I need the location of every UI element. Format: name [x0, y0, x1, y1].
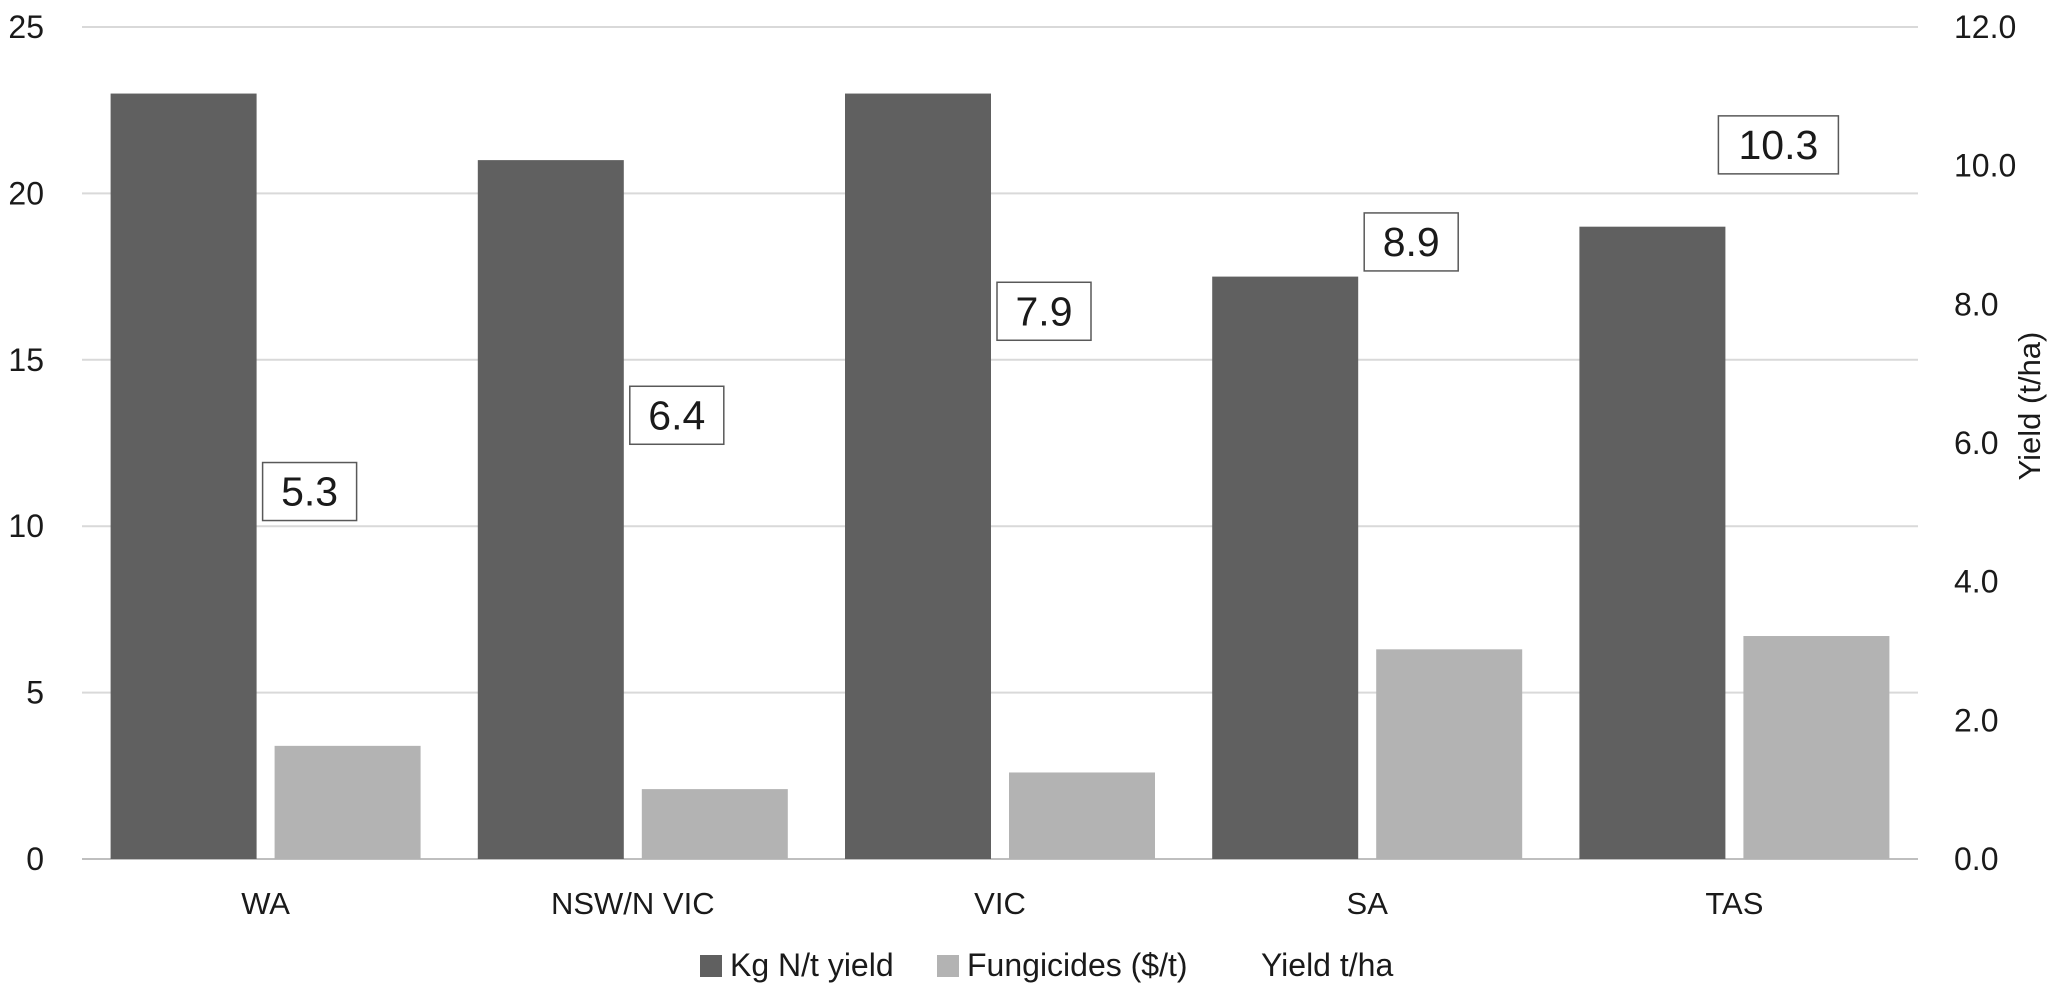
bar-kg-n-t-yield: [845, 93, 991, 859]
bar-kg-n-t-yield: [477, 160, 624, 859]
right-axis-tick-label: 2.0: [1954, 702, 1998, 738]
x-axis-category-label: NSW/N VIC: [551, 886, 715, 921]
legend-label: Fungicides ($/t): [967, 947, 1188, 983]
right-y-axis: 0.0 2.0 4.0 6.0 8.0 10.0 12.0: [1954, 9, 2016, 877]
x-axis-category-label: VIC: [974, 886, 1026, 921]
yield-label-box: [629, 385, 725, 446]
right-axis-title: Yield (t/ha): [2012, 332, 2047, 481]
left-axis-tick-label: 5: [26, 675, 44, 711]
legend-item: Fungicides ($/t): [937, 947, 1188, 983]
left-axis-tick-label: 15: [8, 342, 44, 378]
bar-kg-n-t-yield: [110, 93, 257, 859]
yield-data-labels: 5.3 6.4 7.9 8.9 10.3: [261, 115, 1840, 522]
yield-value-label: 10.3: [1717, 115, 1840, 175]
bar-fungicides-t: [1376, 649, 1523, 859]
legend-label: Kg N/t yield: [730, 947, 894, 983]
bar-kg-n-t-yield: [1579, 226, 1726, 859]
yield-label-box: [996, 281, 1092, 342]
right-axis-tick-label: 0.0: [1954, 841, 1998, 877]
right-axis-tick-label: 6.0: [1954, 425, 1998, 461]
bar-fungicides-t: [1743, 636, 1890, 859]
left-y-axis: 0 5 10 15 20 25: [8, 9, 44, 877]
right-axis-tick-label: 8.0: [1954, 286, 1998, 322]
yield-label-text: 10.3: [1738, 122, 1818, 168]
bar-fungicides-t: [274, 745, 421, 859]
yield-label-text: 8.9: [1383, 219, 1440, 265]
left-axis-tick-label: 25: [8, 9, 44, 45]
yield-label-box: [1363, 212, 1459, 272]
yield-label-box: [1717, 115, 1840, 175]
legend: Kg N/t yield Fungicides ($/t) Yield t/ha: [700, 947, 1393, 983]
right-axis-tick-label: 10.0: [1954, 148, 2016, 184]
legend-item: Kg N/t yield: [700, 947, 894, 983]
yield-label-box: [261, 461, 358, 522]
yield-label-text: 6.4: [648, 392, 705, 438]
bar-fungicides-t: [641, 789, 788, 859]
left-axis-tick-label: 0: [26, 841, 44, 877]
bar-kg-n-t-yield: [1212, 276, 1359, 860]
yield-label-text: 7.9: [1016, 288, 1073, 334]
left-axis-tick-label: 10: [8, 508, 44, 544]
bar-fungicides-t: [1009, 772, 1155, 859]
legend-label: Yield t/ha: [1261, 947, 1393, 983]
right-axis-tick-label: 4.0: [1954, 564, 1998, 600]
yield-value-label: 5.3: [261, 461, 358, 522]
bars: [110, 93, 1890, 860]
legend-item: Yield t/ha: [1261, 947, 1393, 983]
x-axis: WA NSW/N VIC VIC SA TAS: [241, 886, 1763, 921]
x-axis-category-label: TAS: [1705, 886, 1763, 921]
right-axis-tick-label: 12.0: [1954, 9, 2016, 45]
x-axis-category-label: SA: [1347, 886, 1389, 921]
left-axis-tick-label: 20: [8, 175, 44, 211]
x-axis-category-label: WA: [241, 886, 290, 921]
yield-value-label: 6.4: [629, 385, 725, 446]
legend-swatch: [937, 955, 959, 977]
legend-swatch: [700, 955, 722, 977]
yield-value-label: 8.9: [1363, 212, 1459, 272]
yield-label-text: 5.3: [281, 469, 338, 515]
yield-value-label: 7.9: [996, 281, 1092, 342]
